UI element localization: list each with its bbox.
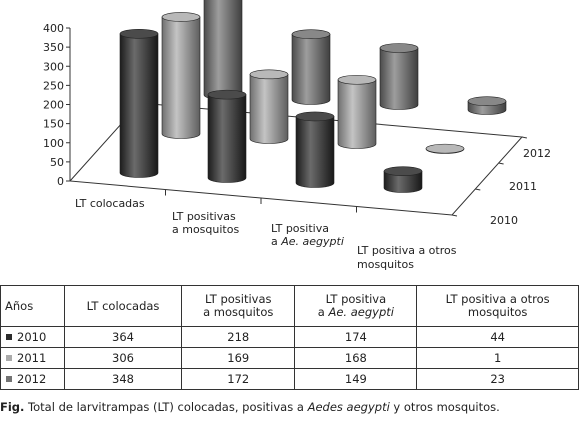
y-tick-label: 50	[50, 156, 64, 169]
bar-top-2011-cat0	[161, 12, 201, 22]
category-label-aegypti-line1: LT positiva	[271, 222, 329, 235]
bar-top-2012-cat2	[379, 43, 419, 53]
header-lt-aegypti: LT positiva a Ae. aegypti	[294, 285, 418, 327]
table-cell: 1	[416, 347, 579, 369]
swatch-2012	[6, 376, 12, 382]
bar-2011-cat0	[161, 16, 201, 139]
caption-text-2: y otros mosquitos.	[389, 400, 500, 414]
bar-top-2010-cat1	[207, 89, 247, 100]
year-label: 2011	[17, 351, 47, 365]
bar-top-2011-cat1	[249, 69, 289, 80]
year-cell: 2012	[0, 368, 65, 390]
header-lt-positivas-line2: a mosquitos	[203, 305, 274, 319]
bar-top-2011-cat3	[425, 143, 465, 154]
y-tick-label: 200	[43, 99, 64, 112]
depth-tick	[451, 214, 458, 217]
bar-top-2010-cat0	[119, 28, 159, 39]
category-label-otros-line2: mosquitos	[357, 258, 414, 271]
table-cell: 169	[181, 347, 296, 369]
depth-label-2011: 2011	[509, 180, 537, 193]
header-lt-positivas-line1: LT positivas	[204, 292, 272, 306]
category-label-otros-line1: LT positiva a otros	[357, 244, 457, 257]
bar-2012-cat1	[291, 33, 331, 105]
bar-2012-cat2	[379, 47, 419, 110]
bar-top-2010-cat2	[295, 111, 335, 122]
header-lt-otros-line2: mosquitos	[467, 305, 528, 319]
figure-caption: Fig. Total de larvitrampas (LT) colocada…	[0, 400, 580, 414]
category-label-aegypti-species: Ae. aegypti	[280, 235, 344, 248]
bar-2010-cat0	[119, 33, 159, 178]
swatch-2011	[6, 355, 12, 361]
y-tick-label: 400	[43, 22, 64, 35]
depth-tick	[475, 188, 481, 191]
y-tick-label: 350	[43, 41, 64, 54]
caption-label: Fig.	[0, 400, 25, 414]
table-row: 2010 364 218 174 44	[0, 326, 579, 348]
chart-bars	[119, 0, 507, 193]
bar-2012-cat0	[203, 0, 243, 100]
header-lt-otros: LT positiva a otros mosquitos	[416, 285, 579, 327]
chart-labels: 0 50 100 150 200 250 300 350 400 LT colocadas LT p…	[43, 22, 551, 271]
data-table: Años LT colocadas LT positivas a mosquit…	[0, 285, 579, 390]
header-lt-colocadas: LT colocadas	[63, 285, 183, 327]
bar-top-2012-cat3	[467, 96, 507, 107]
depth-tick	[521, 136, 527, 139]
bar-2010-cat1	[207, 94, 247, 183]
depth-label-2012: 2012	[523, 147, 551, 160]
category-label-lt-positivas-line2: a mosquitos	[172, 223, 239, 236]
swatch-2010	[6, 334, 12, 340]
table-cell: 364	[63, 326, 183, 348]
y-tick-label: 100	[43, 137, 64, 150]
bar-top-2011-cat2	[337, 74, 377, 85]
table-cell: 218	[181, 326, 296, 348]
table-cell: 23	[416, 368, 579, 390]
year-cell: 2011	[0, 347, 65, 369]
category-label-lt-positivas-line1: LT positivas	[172, 210, 236, 223]
header-lt-aegypti-species: Ae. aegypti	[328, 305, 394, 319]
table-cell: 149	[294, 368, 418, 390]
year-label: 2010	[17, 330, 47, 344]
depth-tick	[498, 162, 504, 165]
table-cell: 174	[294, 326, 418, 348]
category-label-aegypti-line2: a Ae. aegypti	[271, 235, 344, 248]
table-row: 2011 306 169 168 1	[0, 347, 579, 369]
caption-species: Aedes aegypti	[307, 400, 390, 414]
table-cell: 172	[181, 368, 296, 390]
bar-top-2012-cat1	[291, 29, 331, 40]
y-tick-label: 0	[57, 175, 64, 188]
year-label: 2012	[17, 372, 47, 386]
header-lt-aegypti-prefix: a	[317, 305, 329, 319]
header-lt-aegypti-line1: LT positiva	[325, 292, 387, 306]
table-cell: 168	[294, 347, 418, 369]
cylinder-bar-chart: 0 50 100 150 200 250 300 350 400 LT colocadas LT p…	[43, 0, 551, 271]
table-row: 2012 348 172 149 23	[0, 368, 579, 390]
y-tick-label: 150	[43, 118, 64, 131]
bar-2010-cat3	[383, 170, 423, 193]
depth-label-2010: 2010	[490, 214, 518, 227]
header-lt-positivas: LT positivas a mosquitos	[181, 285, 296, 327]
bar-2011-cat1	[249, 74, 289, 144]
caption-text-1: Total de larvitrampas (LT) colocadas, po…	[24, 400, 308, 414]
category-label-lt-colocadas: LT colocadas	[75, 197, 145, 210]
bar-2011-cat2	[337, 79, 377, 149]
header-years: Años	[0, 285, 65, 327]
header-lt-otros-line1: LT positiva a otros	[445, 292, 550, 306]
category-label-aegypti-prefix: a	[271, 235, 281, 248]
table-header-row: Años LT colocadas LT positivas a mosquit…	[0, 285, 579, 327]
table-cell: 348	[63, 368, 183, 390]
year-cell: 2010	[0, 326, 65, 348]
y-tick-label: 250	[43, 79, 64, 92]
bar-top-2010-cat3	[383, 166, 423, 176]
bar-2010-cat2	[295, 116, 335, 188]
y-tick-label: 300	[43, 60, 64, 73]
table-cell: 44	[416, 326, 579, 348]
table-cell: 306	[63, 347, 183, 369]
